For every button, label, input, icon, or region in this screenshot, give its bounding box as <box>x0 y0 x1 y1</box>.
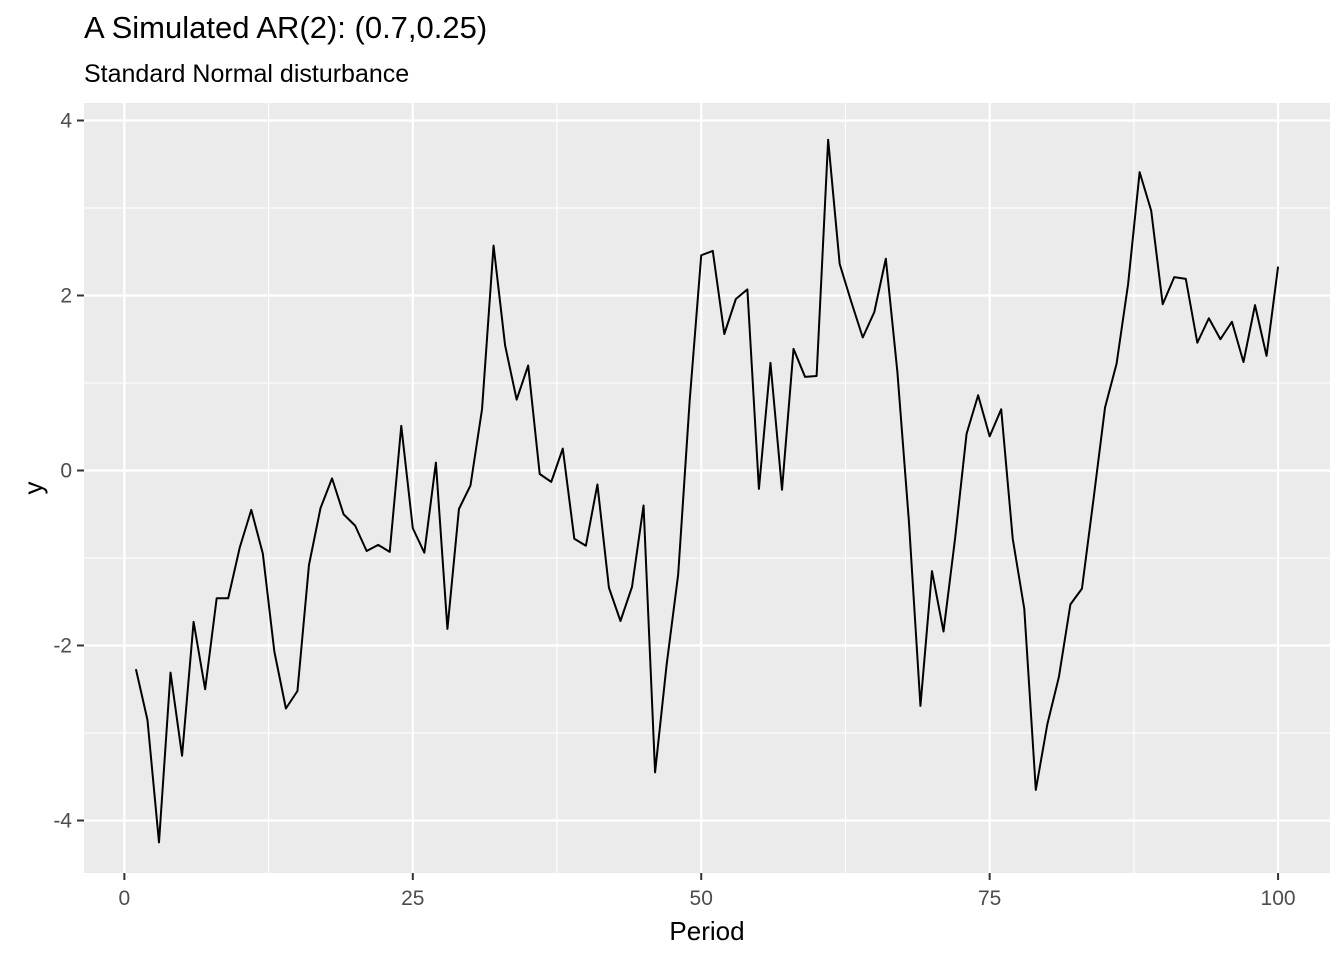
x-axis-title: Period <box>669 916 744 946</box>
x-tick-label: 50 <box>690 887 713 910</box>
grid-lines <box>84 103 1330 873</box>
plot-panel <box>84 103 1330 873</box>
series-line <box>134 138 1280 844</box>
x-tick-label: 0 <box>119 887 131 910</box>
y-tick-label: 4 <box>60 110 72 133</box>
chart-title: A Simulated AR(2): (0.7,0.25) <box>84 10 488 45</box>
x-tick-label: 75 <box>978 887 1001 910</box>
chart-subtitle: Standard Normal disturbance <box>84 60 410 88</box>
y-tick-label: -4 <box>53 810 72 833</box>
series-layer <box>134 138 1280 844</box>
y-tick-label: 0 <box>60 460 72 483</box>
x-tick-label: 100 <box>1261 887 1296 910</box>
y-tick-label: -2 <box>53 635 72 658</box>
axes: 0 25 50 75 100 -4 -2 0 2 4 <box>53 110 1295 911</box>
x-tick-label: 25 <box>401 887 424 910</box>
y-axis-title: y <box>18 482 48 495</box>
y-tick-label: 2 <box>60 285 72 308</box>
